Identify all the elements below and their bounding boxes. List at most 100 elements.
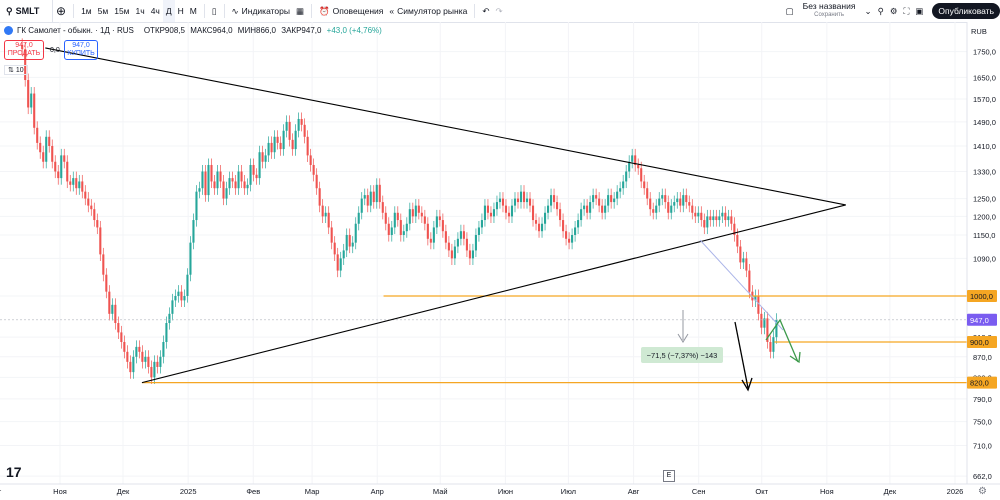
price-tick-label: 870,0 — [973, 353, 992, 362]
layout-name-label: Без названия — [802, 1, 856, 11]
price-chart[interactable]: −71,5 (−7,37%) −143 1750,0 1650,0 1570,0 14… — [0, 22, 1000, 500]
publish-button[interactable]: Опубликовать — [932, 3, 1000, 19]
redo-button[interactable]: ↷ — [492, 0, 505, 22]
candle-body — [387, 223, 390, 235]
candle-body — [595, 195, 598, 199]
fullscreen-button[interactable]: ⛶ — [900, 0, 912, 22]
replay-button[interactable]: «Симулятор рынка — [386, 0, 470, 22]
time-tick-label: Дек — [884, 487, 897, 496]
candle-body — [216, 171, 219, 189]
candle-body — [474, 234, 477, 251]
indicators-button[interactable]: ∿ Индикаторы — [229, 0, 293, 22]
candle-body — [685, 195, 688, 203]
candle-body — [45, 136, 48, 162]
candle-body — [144, 356, 147, 362]
timeframe-15m[interactable]: 15м — [114, 6, 130, 16]
candle-body — [201, 171, 204, 189]
candle-body — [84, 191, 87, 199]
layout-save-status: Сохранить — [814, 12, 844, 18]
layout-grid-button[interactable]: ▦ — [293, 0, 307, 22]
candle-body — [694, 212, 697, 217]
plus-circle-icon: ⊕ — [56, 4, 67, 18]
candle-body — [607, 195, 610, 206]
chart-type-button[interactable]: ▯ — [209, 0, 220, 22]
candle-body — [147, 356, 150, 367]
fullscreen-icon: ⛶ — [903, 5, 910, 16]
grid-icon: ▦ — [295, 5, 305, 16]
candle-body — [381, 202, 384, 213]
candle-body — [57, 171, 60, 179]
candle-body — [480, 220, 483, 228]
timeframe-day[interactable]: Д — [162, 0, 175, 22]
candle-body — [414, 205, 417, 217]
candle-body — [420, 212, 423, 217]
candle-body — [291, 139, 294, 150]
legend-title[interactable]: ГК Самолет - обыкн. · 1Д · RUS — [17, 26, 134, 35]
candle-body — [366, 195, 369, 206]
timeframe-month[interactable]: М — [189, 6, 197, 16]
candle-body — [682, 195, 685, 206]
candle-body — [372, 191, 375, 203]
candle-body — [775, 319, 778, 338]
candle-body — [102, 254, 105, 275]
arrow-green — [765, 318, 799, 363]
legend-change: +43,0 (+4,76%) — [326, 26, 382, 35]
candle-body — [87, 198, 90, 206]
undo-button[interactable]: ↶ — [479, 0, 492, 22]
candle-body — [489, 212, 493, 217]
timeframe-1h[interactable]: 1ч — [135, 6, 145, 16]
horizontal-levels — [0, 295, 967, 384]
events-button[interactable]: E — [663, 470, 675, 482]
sell-button[interactable]: 947,0 ПРОДАТЬ — [4, 40, 44, 60]
candle-body — [321, 205, 324, 217]
quick-search-button[interactable]: ⚲ — [875, 0, 887, 22]
candle-body — [39, 142, 42, 153]
settings-button[interactable]: ⚙ — [887, 0, 901, 22]
candle-body — [643, 181, 646, 189]
candle-body — [498, 198, 502, 203]
candle-body — [54, 161, 57, 172]
quantity-field[interactable]: ⇅ 10 — [4, 65, 28, 75]
candle-body — [742, 258, 745, 263]
legend-high: МАКС964,0 — [190, 26, 233, 35]
timeframe-1m[interactable]: 1м — [81, 6, 92, 16]
time-tick-label: Окт — [755, 487, 768, 496]
candle-body — [309, 155, 312, 165]
compare-button[interactable]: ⊕ — [53, 0, 69, 22]
timeframe-5m[interactable]: 5м — [97, 6, 109, 16]
candle-body — [697, 212, 700, 217]
layout-icon-button[interactable]: ▢ — [783, 0, 797, 22]
candle-body — [631, 155, 634, 162]
candle-body — [495, 202, 499, 210]
alerts-label: Оповещения — [332, 6, 384, 16]
candle-body — [156, 361, 159, 367]
candle-body — [754, 296, 757, 301]
candle-body — [504, 205, 508, 213]
candle-body — [96, 220, 99, 228]
candle-body — [598, 198, 601, 206]
candle-body — [766, 318, 769, 342]
candle-body — [553, 195, 556, 203]
candle-body — [559, 209, 562, 221]
candle-body — [369, 191, 372, 206]
price-tick-label: 1330,0 — [973, 167, 996, 176]
candle-body — [318, 188, 321, 206]
snapshot-button[interactable]: ▣ — [912, 0, 926, 22]
axis-settings-gear-icon[interactable]: ⚙ — [978, 486, 987, 497]
legend-close: ЗАКР947,0 — [281, 26, 322, 35]
alerts-button[interactable]: ⏰ Оповещения — [316, 0, 386, 22]
candle-body — [516, 198, 520, 203]
candle-body — [198, 188, 201, 192]
layout-menu-button[interactable]: ⌄ — [861, 0, 874, 22]
candle-body — [159, 356, 162, 367]
timeframe-week[interactable]: Н — [177, 6, 184, 16]
layout-name[interactable]: Без названия Сохранить — [803, 2, 856, 20]
search-icon: ⚲ — [6, 5, 13, 16]
buy-button[interactable]: 947,0 КУПИТЬ — [64, 40, 98, 60]
candle-body — [733, 223, 736, 235]
time-tick-label: Мар — [305, 487, 320, 496]
candle-body — [745, 258, 748, 271]
timeframe-4h[interactable]: 4ч — [150, 6, 160, 16]
symbol-search[interactable]: ⚲ SMLT — [0, 0, 53, 22]
quantity-value: 10 — [15, 67, 24, 74]
